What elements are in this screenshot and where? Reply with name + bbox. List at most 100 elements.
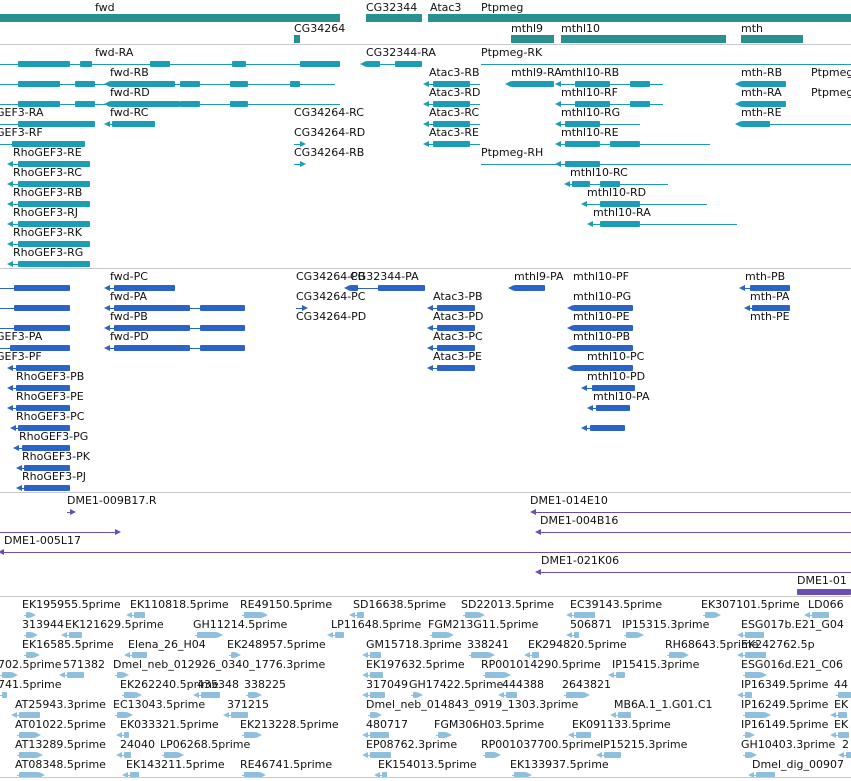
- transcript-glyph-arrow-icon: [7, 261, 13, 267]
- est-label: AT08348.5prime: [15, 758, 106, 771]
- est-glyph-arrow-icon: [830, 732, 836, 738]
- est-label: EK143211.5prime: [126, 758, 225, 771]
- protein-glyph-exon: [437, 325, 475, 331]
- protein-glyph-exon: [14, 325, 70, 331]
- est-glyph-exon: [370, 652, 381, 658]
- est-glyph-exon: [566, 692, 584, 698]
- est-label: 702.5prime: [0, 658, 62, 671]
- est-glyph-arrow-icon: [568, 732, 574, 738]
- protein-glyph-exon: [596, 405, 630, 411]
- est-glyph-arrow-icon: [349, 612, 355, 618]
- est-glyph-exon: [626, 632, 638, 638]
- est-label: RE46741.5prime: [240, 758, 333, 771]
- clone-exon: [797, 589, 851, 595]
- protein-glyph-arrow-icon: [427, 305, 433, 311]
- transcript-label: Ptpmeg-RK: [481, 46, 543, 59]
- est-label: EK248957.5prime: [227, 638, 326, 651]
- gene-bar[interactable]: [561, 35, 726, 43]
- protein-glyph-exon: [590, 425, 625, 431]
- est-label: 2643821: [562, 678, 611, 691]
- est-glyph-exon: [26, 652, 34, 658]
- protein-glyph-exon: [514, 285, 545, 291]
- gene-bar[interactable]: [0, 14, 340, 22]
- transcript-glyph-intron-line: [366, 64, 422, 65]
- est-glyph-exon: [745, 692, 752, 698]
- transcript-glyph-exon: [575, 101, 610, 107]
- transcript-glyph-exon: [18, 61, 70, 67]
- est-glyph-exon: [574, 612, 595, 618]
- est-glyph-exon: [745, 632, 764, 638]
- transcript-label: GEF3-RA: [0, 106, 44, 119]
- transcript-label: CG32344-RA: [366, 46, 436, 59]
- est-glyph-arrow-icon: [566, 632, 572, 638]
- transcript-label: mthl10-RF: [561, 86, 618, 99]
- transcript-glyph-exon: [75, 101, 95, 107]
- est-glyph-exon: [370, 752, 391, 758]
- protein-glyph-exon: [14, 305, 70, 311]
- est-glyph-arrow-icon: [737, 652, 743, 658]
- gene-label-fwd: fwd: [95, 1, 115, 14]
- protein-glyph-exon: [573, 325, 633, 331]
- transcript-glyph-arrow-icon: [735, 101, 741, 107]
- est-glyph-arrow-icon: [830, 712, 836, 718]
- est-label: 338225: [244, 678, 286, 691]
- transcript-label: fwd-RA: [95, 46, 134, 59]
- est-label: EK154013.5prime: [378, 758, 477, 771]
- est-glyph-arrow-icon: [327, 632, 333, 638]
- est-glyph-arrow-icon: [11, 712, 17, 718]
- est-glyph-arrow-icon: [489, 652, 495, 658]
- transcript-label: CG34264-RD: [294, 126, 366, 139]
- track-divider: [0, 492, 851, 493]
- track-divider: [0, 777, 851, 778]
- est-glyph-arrow-icon: [116, 732, 122, 738]
- est-glyph-arrow-icon: [362, 652, 368, 658]
- transcript-glyph-arrow-icon: [7, 161, 13, 167]
- undefined-intron-line: [541, 572, 851, 573]
- protein-glyph-exon: [573, 345, 633, 351]
- est-glyph-arrow-icon: [12, 672, 18, 678]
- protein-glyph-arrow-icon: [567, 325, 573, 331]
- est-label: EK197632.5prime: [366, 658, 465, 671]
- protein-glyph-arrow-icon: [587, 405, 593, 411]
- protein-glyph-arrow-icon: [13, 445, 19, 451]
- transcript-label: RhoGEF3-RC: [13, 166, 82, 179]
- est-label: LP11648.5prime: [331, 618, 422, 631]
- est-glyph-exon: [134, 612, 145, 618]
- est-label: AT13289.5prime: [15, 738, 106, 751]
- gene-bar[interactable]: [428, 14, 851, 22]
- transcript-glyph-exon: [630, 81, 650, 87]
- gene-track: fwd CG34264 CG32344 Atac3 Ptpmeg mthl9 mthl10 m…: [0, 0, 851, 44]
- est-glyph-arrow-icon: [765, 712, 771, 718]
- protein-glyph-arrow-icon: [581, 385, 587, 391]
- protein-glyph-exon: [437, 365, 475, 371]
- est-glyph-exon: [838, 692, 851, 698]
- est-glyph-exon: [618, 712, 631, 718]
- gene-bar[interactable]: [741, 35, 803, 43]
- gene-bar[interactable]: [366, 14, 422, 22]
- transcript-glyph-intron-line: [561, 104, 663, 105]
- est-label: EC13043.5prime: [113, 698, 206, 711]
- est-glyph-exon: [812, 612, 829, 618]
- protein-label: CG34264-PD: [296, 310, 367, 323]
- protein-glyph-exon: [24, 485, 70, 491]
- est-glyph-exon: [69, 632, 82, 638]
- transcript-label: mthl9-RA: [511, 66, 562, 79]
- est-glyph-exon: [382, 772, 387, 777]
- est-label: GH10403.3prime: [741, 738, 836, 751]
- gene-bar[interactable]: [511, 35, 554, 43]
- protein-glyph-arrow-icon: [567, 365, 573, 371]
- est-label: IP15415.3prime: [612, 658, 700, 671]
- est-label: 571382: [63, 658, 105, 671]
- transcript-glyph-exon: [230, 81, 248, 87]
- undefined-arrow-icon: [530, 509, 536, 515]
- est-glyph-arrow-icon: [374, 772, 380, 777]
- est-glyph-arrow-icon: [566, 612, 572, 618]
- est-label: EK: [834, 698, 849, 711]
- gene-bar[interactable]: [294, 35, 300, 43]
- undefined-intron-line: [4, 552, 851, 553]
- protein-label: fwd-PA: [110, 290, 148, 303]
- est-glyph-arrow-icon: [715, 612, 721, 618]
- est-glyph-exon: [485, 752, 495, 758]
- est-glyph-exon: [465, 612, 479, 618]
- est-glyph-exon: [26, 632, 32, 638]
